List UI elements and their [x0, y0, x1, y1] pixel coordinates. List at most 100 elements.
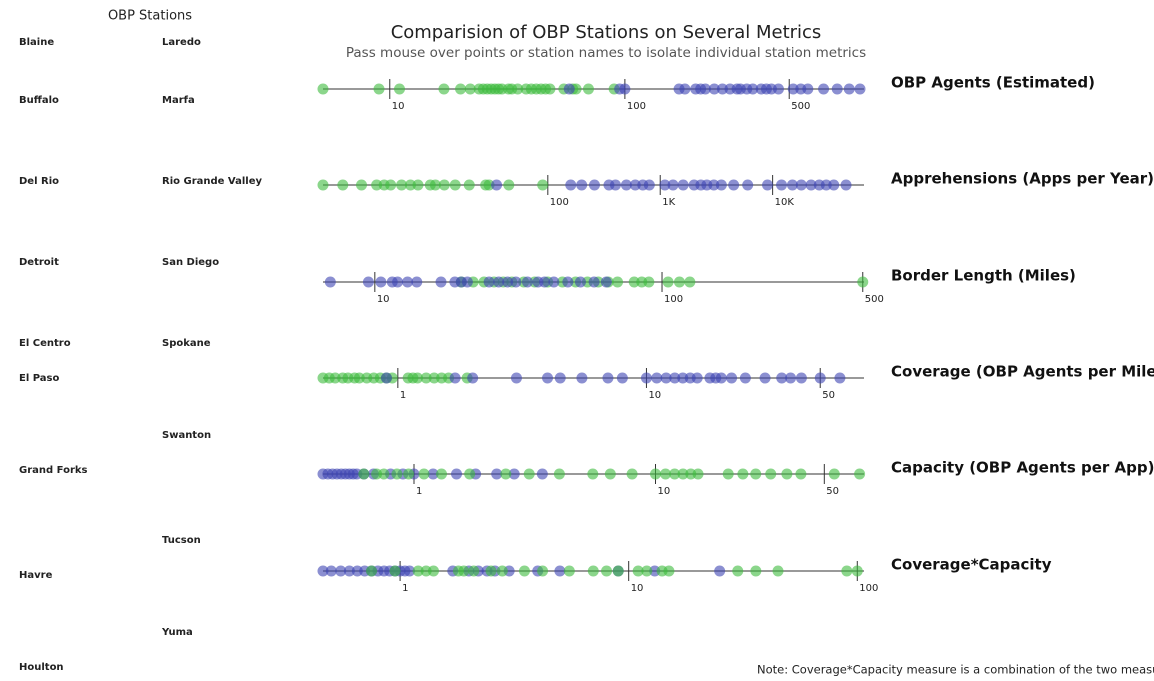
station-dot[interactable] — [510, 372, 522, 384]
station-dot[interactable] — [503, 179, 515, 191]
station-dot[interactable] — [412, 565, 424, 577]
station-dot[interactable] — [708, 83, 720, 95]
station-dot[interactable] — [537, 179, 549, 191]
station-dot[interactable] — [496, 565, 508, 577]
station-dot[interactable] — [620, 179, 632, 191]
station-dot[interactable] — [355, 179, 367, 191]
station-dot[interactable] — [772, 83, 784, 95]
station-dot[interactable] — [643, 276, 655, 288]
station-dot[interactable] — [616, 372, 628, 384]
station-dot[interactable] — [629, 179, 641, 191]
station-dot[interactable] — [325, 565, 337, 577]
station-name[interactable]: Havre — [19, 570, 53, 581]
station-dot[interactable] — [554, 565, 566, 577]
station-dot[interactable] — [588, 276, 600, 288]
station-dot[interactable] — [828, 468, 840, 480]
station-name[interactable]: El Paso — [19, 373, 60, 384]
station-dot[interactable] — [373, 83, 385, 95]
station-dot[interactable] — [485, 565, 497, 577]
station-dot[interactable] — [805, 179, 817, 191]
station-dot[interactable] — [759, 372, 771, 384]
station-dot[interactable] — [843, 83, 855, 95]
station-dot[interactable] — [403, 468, 415, 480]
station-dot[interactable] — [380, 372, 392, 384]
station-dot[interactable] — [418, 468, 430, 480]
station-dot[interactable] — [493, 276, 505, 288]
station-dot[interactable] — [785, 372, 797, 384]
station-dot[interactable] — [392, 276, 404, 288]
station-dot[interactable] — [673, 276, 685, 288]
station-dot[interactable] — [404, 179, 416, 191]
station-dot[interactable] — [404, 565, 416, 577]
station-dot[interactable] — [722, 468, 734, 480]
station-dot[interactable] — [588, 179, 600, 191]
station-dot[interactable] — [483, 179, 495, 191]
station-dot[interactable] — [602, 372, 614, 384]
station-dot[interactable] — [335, 565, 347, 577]
station-dot[interactable] — [554, 372, 566, 384]
station-dot[interactable] — [742, 179, 754, 191]
station-dot[interactable] — [436, 468, 448, 480]
station-dot[interactable] — [604, 468, 616, 480]
station-dot[interactable] — [677, 468, 689, 480]
station-dot[interactable] — [601, 565, 613, 577]
station-dot[interactable] — [692, 468, 704, 480]
station-dot[interactable] — [600, 276, 612, 288]
station-dot[interactable] — [840, 179, 852, 191]
station-dot[interactable] — [834, 372, 846, 384]
station-dot[interactable] — [463, 179, 475, 191]
station-dot[interactable] — [576, 179, 588, 191]
station-dot[interactable] — [537, 565, 549, 577]
station-dot[interactable] — [851, 565, 863, 577]
station-dot[interactable] — [715, 179, 727, 191]
station-dot[interactable] — [854, 83, 866, 95]
station-dot[interactable] — [508, 468, 520, 480]
station-dot[interactable] — [684, 276, 696, 288]
station-dot[interactable] — [708, 179, 720, 191]
station-dot[interactable] — [640, 372, 652, 384]
station-dot[interactable] — [831, 83, 843, 95]
station-dot[interactable] — [643, 179, 655, 191]
station-dot[interactable] — [523, 468, 535, 480]
station-dot[interactable] — [544, 83, 556, 95]
station-name[interactable]: El Centro — [19, 338, 71, 349]
station-dot[interactable] — [669, 372, 681, 384]
station-dot[interactable] — [553, 468, 565, 480]
station-dot[interactable] — [659, 179, 671, 191]
station-dot[interactable] — [761, 179, 773, 191]
station-dot[interactable] — [536, 468, 548, 480]
station-dot[interactable] — [574, 276, 586, 288]
station-dot[interactable] — [500, 468, 512, 480]
station-dot[interactable] — [660, 372, 672, 384]
station-dot[interactable] — [521, 276, 533, 288]
station-dot[interactable] — [747, 83, 759, 95]
station-name[interactable]: Del Rio — [19, 176, 59, 187]
station-dot[interactable] — [518, 565, 530, 577]
station-dot[interactable] — [375, 276, 387, 288]
station-dot[interactable] — [358, 468, 370, 480]
station-dot[interactable] — [750, 565, 762, 577]
station-dot[interactable] — [491, 468, 503, 480]
station-dot[interactable] — [641, 565, 653, 577]
station-dot[interactable] — [609, 179, 621, 191]
station-dot[interactable] — [461, 276, 473, 288]
station-dot[interactable] — [663, 565, 675, 577]
station-dot[interactable] — [787, 83, 799, 95]
station-dot[interactable] — [483, 276, 495, 288]
station-name[interactable]: Grand Forks — [19, 465, 88, 476]
station-dot[interactable] — [726, 372, 738, 384]
station-dot[interactable] — [772, 565, 784, 577]
station-dot[interactable] — [391, 468, 403, 480]
station-dot[interactable] — [420, 372, 432, 384]
station-name[interactable]: Houlton — [19, 662, 64, 673]
station-dot[interactable] — [818, 83, 830, 95]
station-dot[interactable] — [389, 565, 401, 577]
station-dot[interactable] — [795, 372, 807, 384]
station-dot[interactable] — [781, 468, 793, 480]
station-dot[interactable] — [626, 468, 638, 480]
station-dot[interactable] — [750, 468, 762, 480]
station-dot[interactable] — [649, 468, 661, 480]
station-dot[interactable] — [317, 179, 329, 191]
station-dot[interactable] — [429, 179, 441, 191]
station-name[interactable]: Tucson — [162, 535, 201, 546]
